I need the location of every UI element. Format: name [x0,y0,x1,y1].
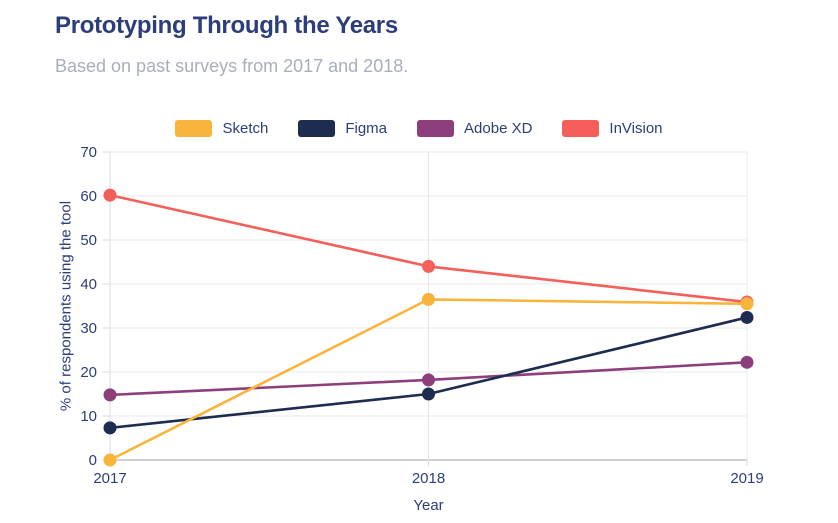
x-axis-title: Year [413,497,444,514]
data-point-invision-2018[interactable] [422,259,435,273]
legend-item-invision[interactable]: InVision [562,120,663,137]
y-tick-label: 10 [80,408,97,425]
data-point-adobe-xd-2017[interactable] [103,388,117,402]
chart-subtitle: Based on past surveys from 2017 and 2018… [55,56,409,76]
legend-swatch-sketch [175,120,213,137]
data-point-figma-2019[interactable] [740,310,754,324]
y-tick-label: 40 [80,276,97,293]
data-point-adobe-xd-2019[interactable] [740,355,754,369]
legend-label: InVision [609,120,663,137]
y-tick-label: 50 [80,232,97,249]
data-point-figma-2017[interactable] [103,421,117,435]
x-tick-label: 2018 [412,470,445,487]
data-point-adobe-xd-2018[interactable] [422,373,435,387]
x-tick-label: 2017 [93,470,126,487]
y-tick-label: 20 [80,364,97,381]
data-point-sketch-2019[interactable] [740,297,754,311]
chart-legend: Sketch Figma Adobe XD InVision [0,120,838,137]
legend-swatch-adobe-xd [417,120,455,137]
data-point-sketch-2018[interactable] [422,292,435,306]
page-title: Prototyping Through the Years [55,12,398,39]
y-tick-label: 0 [89,452,97,469]
legend-label: Sketch [222,120,269,137]
legend-item-sketch[interactable]: Sketch [175,120,268,137]
y-tick-label: 60 [80,188,97,205]
data-point-invision-2017[interactable] [103,188,117,202]
data-point-sketch-2017[interactable] [103,453,117,467]
data-point-figma-2018[interactable] [422,387,435,401]
x-tick-label: 2019 [730,470,763,487]
y-tick-label: 70 [80,144,97,161]
legend-label: Adobe XD [464,120,533,137]
y-tick-label: 30 [80,320,97,337]
legend-item-figma[interactable]: Figma [298,120,387,137]
legend-swatch-invision [562,120,600,137]
legend-item-adobe-xd[interactable]: Adobe XD [417,120,532,137]
y-axis-title: % of respondents using the tool [57,200,75,412]
legend-label: Figma [345,120,388,137]
legend-swatch-figma [298,120,336,137]
